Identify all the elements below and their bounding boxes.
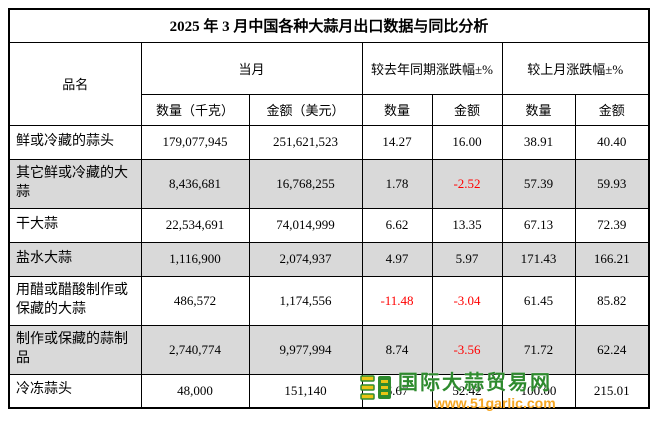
sub-header-row: 数量（千克） 金额（美元） 数量 金额 数量 金额 — [9, 93, 650, 126]
value-cell: -2.52 — [431, 158, 503, 209]
product-name-cell: 盐水大蒜 — [8, 241, 142, 277]
garlic-export-table: 2025 年 3 月中国各种大蒜月出口数据与同比分析 品名 当月 较去年同期涨跌… — [8, 8, 651, 409]
value-cell: 48,000 — [140, 373, 250, 409]
value-cell: 16,768,255 — [248, 158, 363, 209]
col-header-yoy-change: 较去年同期涨跌幅±% — [361, 41, 503, 95]
value-cell: 2,740,774 — [140, 324, 250, 375]
value-cell: 1,116,900 — [140, 241, 250, 277]
product-name-cell: 干大蒜 — [8, 207, 142, 243]
value-cell: 5.97 — [431, 241, 503, 277]
table-title: 2025 年 3 月中国各种大蒜月出口数据与同比分析 — [8, 8, 650, 43]
product-name-cell: 用醋或醋酸制作或保藏的大蒜 — [8, 275, 142, 326]
value-cell: 4.97 — [361, 241, 433, 277]
col-header-quantity-kg: 数量（千克） — [140, 93, 250, 126]
value-cell: 151,140 — [248, 373, 363, 409]
col-header-yoy-amount: 金额 — [431, 93, 503, 126]
value-cell: 16.00 — [431, 124, 503, 160]
value-cell: 2,074,937 — [248, 241, 363, 277]
value-cell: 6.62 — [361, 207, 433, 243]
value-cell: 1,174,556 — [248, 275, 363, 326]
col-header-current-month: 当月 — [140, 41, 363, 95]
value-cell: 74,014,999 — [248, 207, 363, 243]
value-cell: 61.45 — [501, 275, 576, 326]
title-row: 2025 年 3 月中国各种大蒜月出口数据与同比分析 — [8, 8, 650, 43]
col-header-mom-change: 较上月涨跌幅±% — [501, 41, 650, 95]
group-header-row: 品名 当月 较去年同期涨跌幅±% 较上月涨跌幅±% — [8, 41, 650, 126]
table-row: 其它鲜或冷藏的大蒜 8,436,681 16,768,255 1.78 -2.52 57.… — [8, 158, 650, 209]
col-header-mom-amount: 金额 — [574, 93, 650, 126]
value-cell: 8.74 — [361, 324, 433, 375]
value-cell: 40.40 — [574, 124, 650, 160]
value-cell: 171.43 — [501, 241, 576, 277]
value-cell: 72.39 — [574, 207, 650, 243]
value-cell: 9,977,994 — [248, 324, 363, 375]
value-cell: -3.04 — [431, 275, 503, 326]
col-header-amount-usd: 金额（美元） — [248, 93, 363, 126]
product-name-cell: 鲜或冷藏的蒜头 — [8, 124, 142, 160]
value-cell: 22,534,691 — [140, 207, 250, 243]
product-name-cell: 冷冻蒜头 — [8, 373, 142, 409]
value-cell: 59.93 — [574, 158, 650, 209]
table-row: 干大蒜 22,534,691 74,014,999 6.62 13.35 67.13 72.… — [8, 207, 650, 243]
table-row: 冷冻蒜头 48,000 151,140 6.67 52.42 100.00 215.01 — [8, 373, 650, 409]
col-header-yoy-quantity: 数量 — [361, 93, 433, 126]
value-cell: -11.48 — [361, 275, 433, 326]
value-cell: 38.91 — [501, 124, 576, 160]
value-cell: 1.78 — [361, 158, 433, 209]
table-row: 鲜或冷藏的蒜头 179,077,945 251,621,523 14.27 16.00 3… — [8, 124, 650, 160]
product-name-cell: 其它鲜或冷藏的大蒜 — [8, 158, 142, 209]
value-cell: 67.13 — [501, 207, 576, 243]
table-body: 鲜或冷藏的蒜头 179,077,945 251,621,523 14.27 16.00 3… — [8, 124, 650, 409]
table-row: 制作或保藏的蒜制品 2,740,774 9,977,994 8.74 -3.56 71.7… — [8, 324, 650, 375]
value-cell: 14.27 — [361, 124, 433, 160]
table-row: 用醋或醋酸制作或保藏的大蒜 486,572 1,174,556 -11.48 -3.04… — [8, 275, 650, 326]
value-cell: 486,572 — [140, 275, 250, 326]
value-cell: 71.72 — [501, 324, 576, 375]
value-cell: 85.82 — [574, 275, 650, 326]
value-cell: 6.67 — [361, 373, 433, 409]
value-cell: 179,077,945 — [140, 124, 250, 160]
value-cell: 100.00 — [501, 373, 576, 409]
value-cell: 57.39 — [501, 158, 576, 209]
value-cell: 215.01 — [574, 373, 650, 409]
value-cell: 52.42 — [431, 373, 503, 409]
value-cell: 13.35 — [431, 207, 503, 243]
value-cell: 166.21 — [574, 241, 650, 277]
table-row: 盐水大蒜 1,116,900 2,074,937 4.97 5.97 171.43 166.… — [8, 241, 650, 277]
table-header: 2025 年 3 月中国各种大蒜月出口数据与同比分析 品名 当月 较去年同期涨跌… — [8, 8, 650, 126]
col-header-mom-quantity: 数量 — [501, 93, 576, 126]
value-cell: 251,621,523 — [248, 124, 363, 160]
value-cell: 8,436,681 — [140, 158, 250, 209]
col-header-product: 品名 — [8, 41, 142, 126]
product-name-cell: 制作或保藏的蒜制品 — [8, 324, 142, 375]
value-cell: -3.56 — [431, 324, 503, 375]
value-cell: 62.24 — [574, 324, 650, 375]
